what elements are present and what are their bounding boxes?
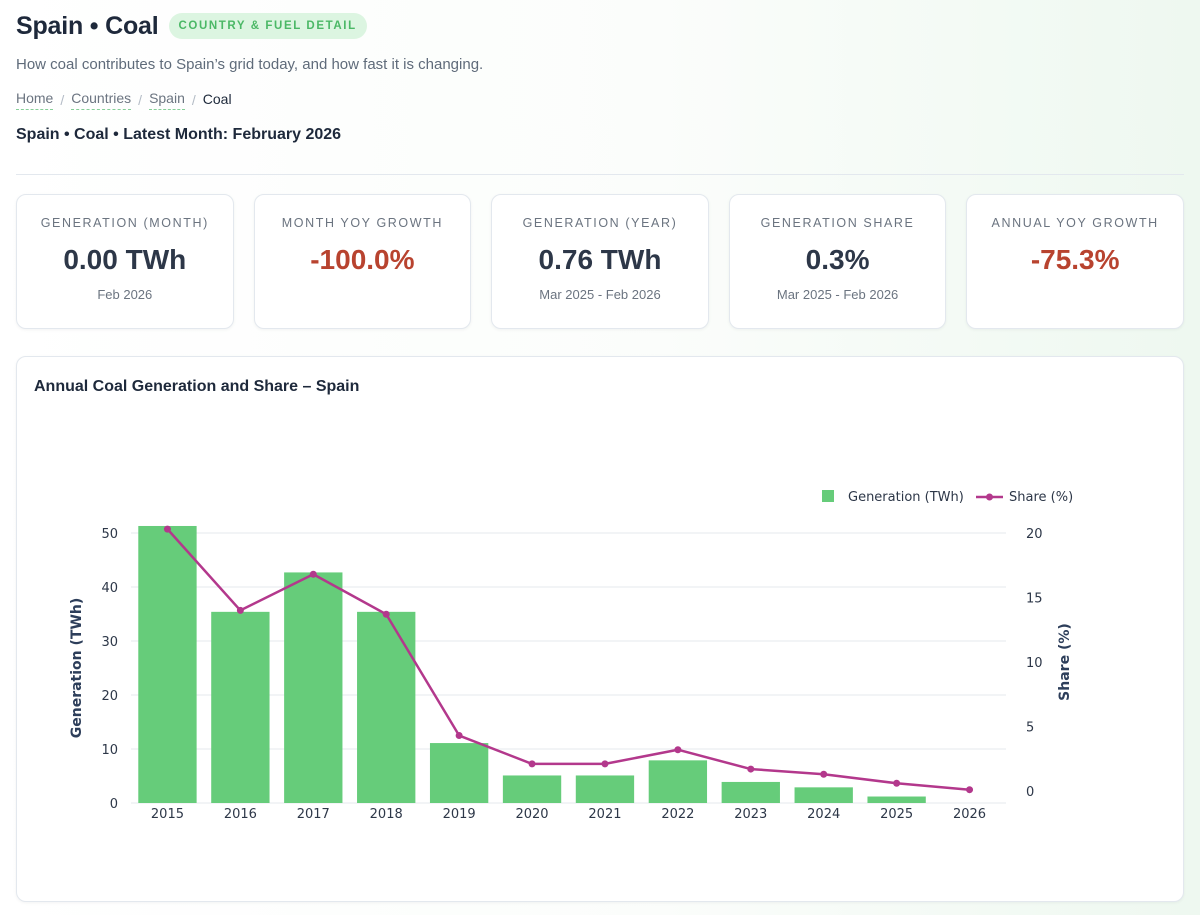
breadcrumb: Home / Countries / Spain / Coal <box>16 90 1184 110</box>
legend-bar-label: Generation (TWh) <box>848 490 964 505</box>
bar-2016 <box>211 611 270 803</box>
page-header: Spain • Coal COUNTRY & FUEL DETAIL How c… <box>16 10 1184 144</box>
bar-2020 <box>502 775 562 803</box>
kpi-label: GENERATION (MONTH) <box>40 216 209 230</box>
y-tick-label: 40 <box>101 581 118 596</box>
y2-tick-label: 0 <box>1026 785 1034 800</box>
y2-tick-label: 5 <box>1026 721 1034 736</box>
legend-line-label: Share (%) <box>1009 490 1073 505</box>
kpi-generation-month: GENERATION (MONTH) 0.00 TWh Feb 2026 <box>16 194 234 329</box>
x-tick-label: 2017 <box>297 807 330 822</box>
kpi-label: ANNUAL YOY GROWTH <box>991 216 1159 230</box>
share-line <box>166 528 970 791</box>
y2-tick-label: 15 <box>1026 592 1043 607</box>
bar-2024 <box>794 787 853 803</box>
x-tick-label: 2021 <box>588 807 621 822</box>
kpi-label: GENERATION SHARE <box>760 216 915 230</box>
bar-2019 <box>429 743 489 803</box>
kpi-generation-share: GENERATION SHARE 0.3% Mar 2025 - Feb 202… <box>728 194 947 329</box>
y2-tick-label: 20 <box>1026 527 1043 542</box>
y2-axis-title: Share (%) <box>1057 623 1073 701</box>
x-tick-label: 2022 <box>661 807 694 822</box>
share-point-2026 <box>966 786 974 794</box>
share-point-2024 <box>820 770 828 778</box>
x-tick-label: 2020 <box>515 807 548 822</box>
kpi-period: Mar 2025 - Feb 2026 <box>776 287 899 302</box>
y-axis-title: Generation (TWh) <box>69 598 85 739</box>
bar-2021 <box>575 775 635 803</box>
y-tick-label: 20 <box>101 689 118 704</box>
chart-title: Annual Coal Generation and Share – Spain <box>34 378 360 395</box>
kpi-annual-yoy-growth: ANNUAL YOY GROWTH -75.3% <box>966 194 1184 329</box>
kpi-value: 0.3% <box>805 244 870 275</box>
kpi-value: 0.76 TWh <box>538 244 662 275</box>
bar-2023 <box>721 781 780 803</box>
kpi-value: -75.3% <box>1030 244 1120 275</box>
share-point-2025 <box>893 779 901 787</box>
breadcrumb-home[interactable]: Home <box>16 90 54 110</box>
annual-chart-card: 0 10 20 30 40 50 0 5 10 15 20 2015 2016 2017 2018 2019 2… <box>16 356 1184 902</box>
y-tick-label: 10 <box>101 743 118 758</box>
page-title: Spain • Coal <box>16 11 159 40</box>
share-point-2015 <box>163 525 171 533</box>
kpi-label: GENERATION (YEAR) <box>522 216 678 230</box>
bar-2018 <box>357 611 416 803</box>
x-tick-label: 2026 <box>953 807 986 822</box>
kpi-period: Feb 2026 <box>97 287 153 302</box>
page-subtitle: How coal contributes to Spain’s grid tod… <box>16 56 484 73</box>
share-point-2023 <box>747 765 755 773</box>
breadcrumb-current: Coal <box>202 90 232 107</box>
y-tick-label: 0 <box>110 797 118 812</box>
breadcrumb-countries[interactable]: Countries <box>71 90 132 110</box>
share-point-2018 <box>382 610 390 618</box>
x-tick-label: 2016 <box>224 807 257 822</box>
legend-line-marker <box>986 493 993 501</box>
bar-2025 <box>867 796 926 803</box>
page-type-badge: COUNTRY & FUEL DETAIL <box>168 13 367 39</box>
breadcrumb-separator: / <box>191 92 196 108</box>
share-point-2021 <box>601 760 609 768</box>
share-point-2017 <box>309 570 317 578</box>
x-tick-label: 2025 <box>880 807 913 822</box>
breadcrumb-separator: / <box>138 92 143 108</box>
breadcrumb-separator: / <box>60 92 65 108</box>
x-tick-label: 2024 <box>807 807 840 822</box>
x-tick-label: 2019 <box>443 807 476 822</box>
x-tick-label: 2023 <box>734 807 767 822</box>
y-tick-label: 30 <box>101 635 118 650</box>
y-tick-label: 50 <box>101 527 118 542</box>
x-tick-label: 2015 <box>151 807 184 822</box>
kpi-label: MONTH YOY GROWTH <box>281 216 444 230</box>
bar-2022 <box>648 760 708 803</box>
share-point-2022 <box>674 746 682 754</box>
kpi-row: GENERATION (MONTH) 0.00 TWh Feb 2026 MON… <box>16 194 1184 329</box>
kpi-period: Mar 2025 - Feb 2026 <box>539 287 661 302</box>
kpi-value: 0.00 TWh <box>63 244 187 275</box>
kpi-month-yoy-growth: MONTH YOY GROWTH -100.0% <box>253 194 472 329</box>
context-line: Spain • Coal • Latest Month: February 20… <box>16 126 342 143</box>
kpi-value: -100.0% <box>310 244 415 275</box>
x-tick-label: 2018 <box>370 807 403 822</box>
annual-generation-share-chart[interactable]: 0 10 20 30 40 50 0 5 10 15 20 2015 2016 2017 2018 2019 2… <box>17 357 1185 903</box>
share-point-2019 <box>455 732 463 740</box>
y2-tick-label: 10 <box>1026 656 1043 671</box>
share-point-2016 <box>236 606 244 614</box>
bar-2017 <box>284 572 343 803</box>
breadcrumb-spain[interactable]: Spain <box>149 90 185 110</box>
share-point-2020 <box>528 760 536 768</box>
header-divider <box>16 174 1184 175</box>
legend-bar-swatch <box>822 490 834 502</box>
bar-2015 <box>138 525 197 803</box>
kpi-generation-year: GENERATION (YEAR) 0.76 TWh Mar 2025 - Fe… <box>491 194 709 329</box>
